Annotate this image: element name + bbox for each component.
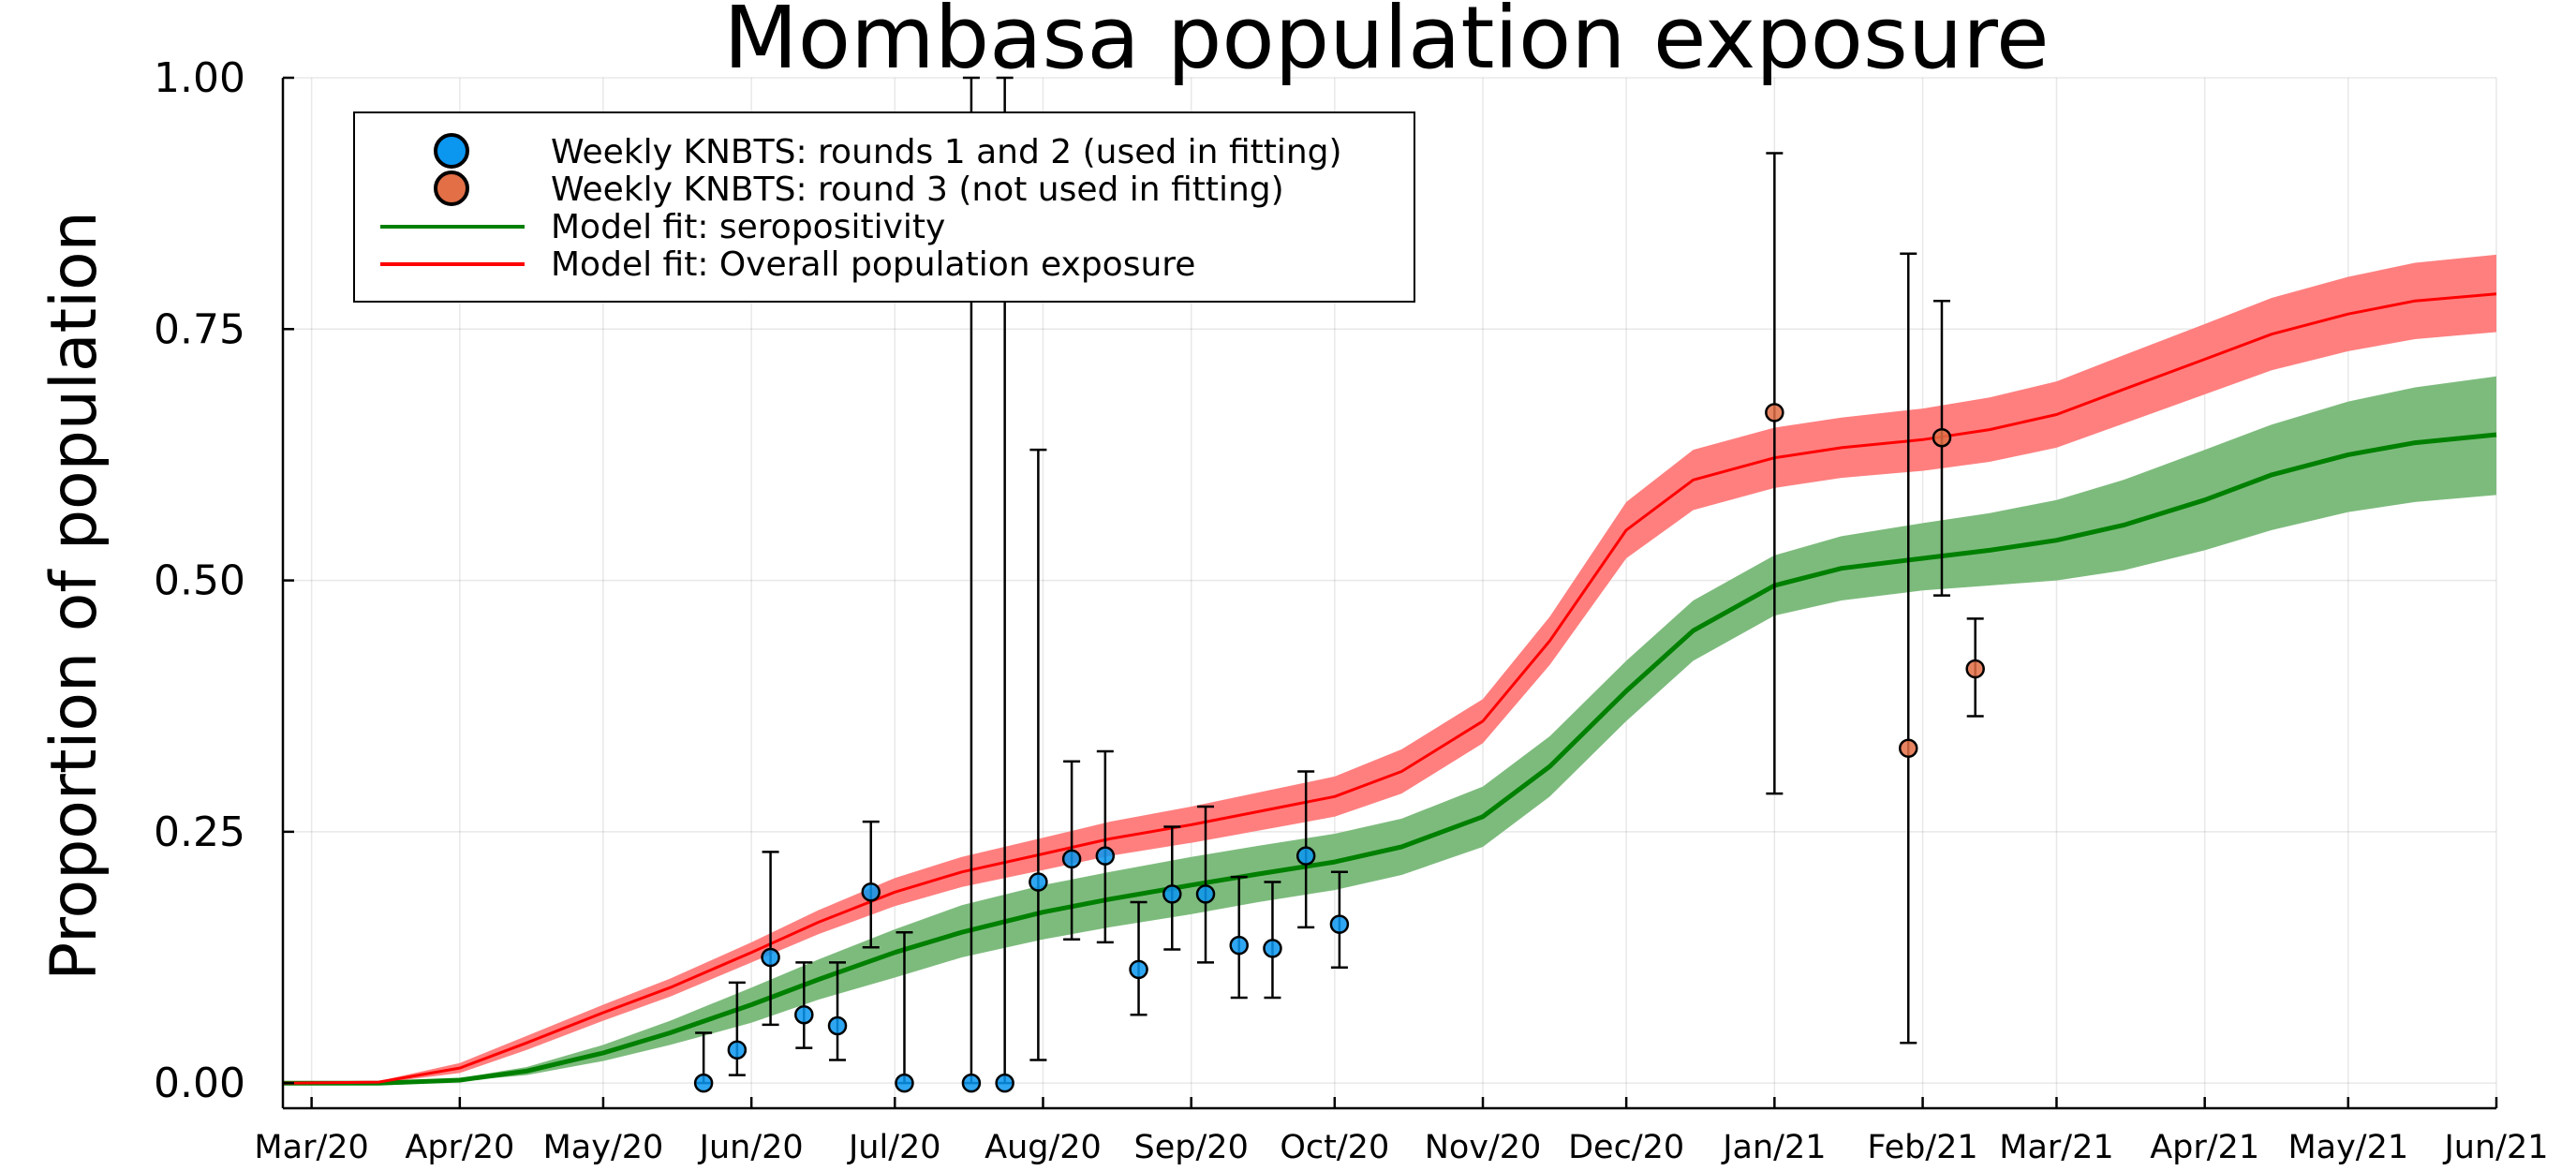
line-seropositivity bbox=[283, 432, 2497, 1086]
data-points bbox=[693, 403, 1985, 1093]
y-tick-label-0: 0.00 bbox=[154, 1060, 245, 1107]
x-tick-label-6: Sep/20 bbox=[1134, 1129, 1249, 1166]
point-round12-12 bbox=[1129, 959, 1148, 980]
point-round12-13 bbox=[1162, 884, 1182, 904]
legend-label-seropositivity: Model fit: seropositivity bbox=[551, 208, 945, 246]
y-tick-label-2: 0.50 bbox=[154, 557, 245, 605]
y-tick-label-1: 0.25 bbox=[154, 808, 245, 856]
confidence-bands bbox=[283, 254, 2496, 1084]
point-round12-16 bbox=[1263, 939, 1282, 958]
x-tick-label-2: May/20 bbox=[543, 1129, 664, 1166]
point-round12-6 bbox=[895, 1073, 914, 1093]
chart-title: Mombasa population exposure bbox=[723, 0, 2049, 88]
point-round12-9 bbox=[1029, 872, 1048, 892]
legend-marker-round3 bbox=[434, 170, 469, 206]
legend-label-round12: Weekly KNBTS: rounds 1 and 2 (used in fi… bbox=[551, 133, 1342, 171]
y-tick-label-4: 1.00 bbox=[154, 54, 245, 102]
x-tick-label-10: Jan/21 bbox=[1721, 1129, 1826, 1166]
point-round12-4 bbox=[827, 1015, 848, 1036]
x-tick-label-1: Apr/20 bbox=[405, 1129, 514, 1166]
point-round3-2 bbox=[1932, 427, 1952, 448]
x-tick-label-7: Oct/20 bbox=[1280, 1129, 1389, 1166]
point-round12-18 bbox=[1329, 914, 1350, 934]
point-round12-0 bbox=[693, 1073, 714, 1093]
legend-box bbox=[353, 111, 1415, 303]
y-tick-label-3: 0.75 bbox=[154, 305, 245, 353]
y-axis-label: Proportion of population bbox=[37, 211, 111, 980]
legend-label-exposure: Model fit: Overall population exposure bbox=[551, 245, 1195, 284]
line-exposure bbox=[282, 292, 2497, 1085]
x-tick-label-8: Nov/20 bbox=[1425, 1129, 1542, 1166]
x-tick-label-3: Jun/20 bbox=[698, 1129, 804, 1166]
point-round3-1 bbox=[1898, 738, 1918, 759]
point-round12-3 bbox=[794, 1004, 814, 1025]
x-tick-label-9: Dec/20 bbox=[1568, 1129, 1684, 1166]
point-round12-5 bbox=[861, 882, 881, 902]
legend: Weekly KNBTS: rounds 1 and 2 (used in fi… bbox=[353, 111, 1415, 303]
band-seropositivity bbox=[283, 376, 2496, 1084]
point-round12-2 bbox=[761, 947, 780, 968]
x-tick-label-5: Aug/20 bbox=[985, 1129, 1102, 1166]
point-round12-8 bbox=[995, 1073, 1014, 1093]
point-round12-14 bbox=[1195, 884, 1216, 904]
x-tick-label-11: Feb/21 bbox=[1867, 1129, 1977, 1166]
model-lines bbox=[282, 292, 2497, 1086]
legend-label-round3: Weekly KNBTS: round 3 (not used in fitti… bbox=[551, 170, 1284, 209]
legend-marker-round12 bbox=[434, 133, 469, 169]
point-round3-3 bbox=[1965, 659, 1985, 679]
x-tick-label-12: Mar/21 bbox=[1999, 1129, 2113, 1166]
x-tick-label-13: Apr/21 bbox=[2150, 1129, 2259, 1166]
point-round12-11 bbox=[1095, 846, 1116, 866]
x-tick-label-0: Mar/20 bbox=[254, 1129, 368, 1166]
x-tick-label-15: Jun/21 bbox=[2442, 1129, 2548, 1166]
x-axis-ticks: Mar/20 Apr/20 May/20 Jun/20 Jul/20 Aug/20 Sep/… bbox=[254, 1097, 2549, 1166]
x-tick-label-14: May/21 bbox=[2287, 1129, 2408, 1166]
point-round3-0 bbox=[1765, 403, 1784, 422]
point-round12-7 bbox=[961, 1073, 982, 1093]
y-axis-ticks: 0.00 0.25 0.50 0.75 1.00 bbox=[154, 54, 294, 1107]
point-round12-10 bbox=[1061, 849, 1082, 869]
band-exposure bbox=[283, 254, 2496, 1084]
point-round12-17 bbox=[1295, 846, 1316, 866]
point-round12-15 bbox=[1229, 935, 1249, 956]
axes bbox=[281, 78, 2496, 1110]
point-round12-1 bbox=[727, 1040, 748, 1060]
x-tick-label-4: Jul/20 bbox=[847, 1129, 941, 1166]
